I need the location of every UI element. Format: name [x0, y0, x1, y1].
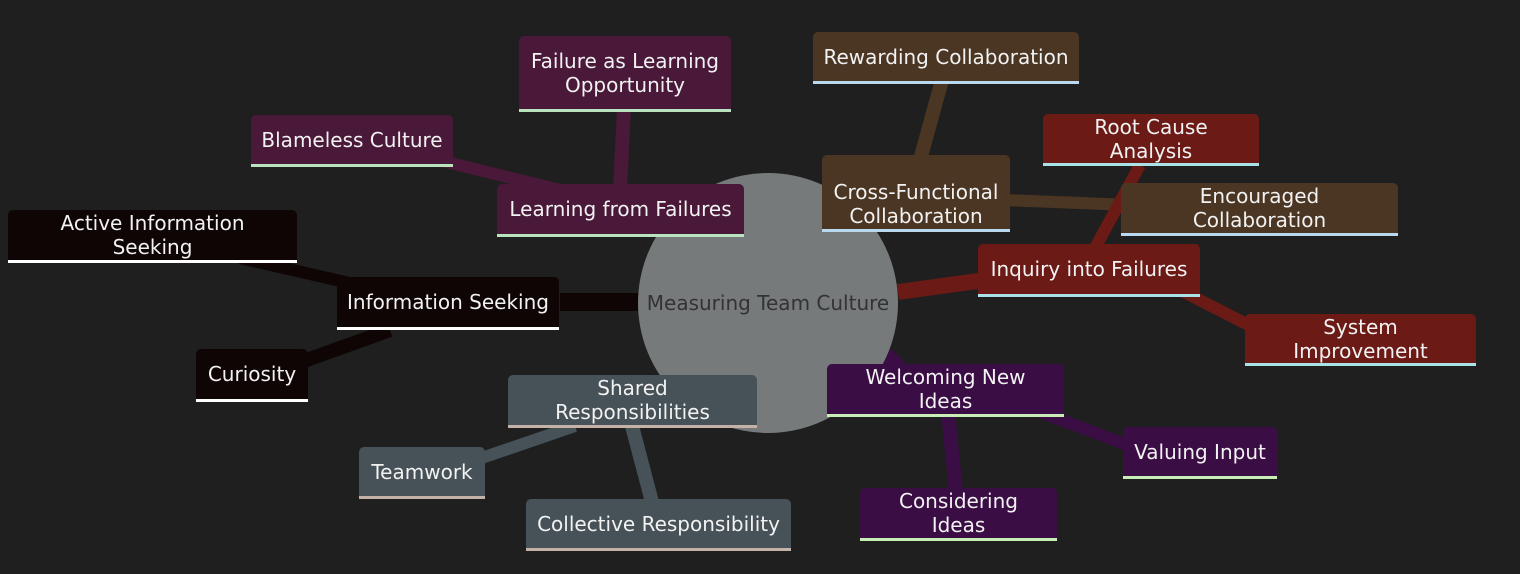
node-collective-responsibility[interactable]: Collective Responsibility [526, 499, 791, 551]
node-failure-as-learning-opportunity[interactable]: Failure as Learning Opportunity [519, 36, 731, 112]
node-label: Inquiry into Failures [990, 257, 1188, 281]
node-label: Shared Responsibilities [555, 376, 710, 424]
node-label: Curiosity [207, 362, 297, 386]
node-teamwork[interactable]: Teamwork [359, 447, 485, 499]
node-encouraged-collaboration[interactable]: Encouraged Collaboration [1121, 183, 1398, 236]
node-valuing-input[interactable]: Valuing Input [1123, 427, 1277, 479]
node-label: Valuing Input [1134, 439, 1266, 464]
edge-collab-encouraged [1004, 194, 1131, 211]
node-shared-responsibilities[interactable]: Shared Responsibilities [508, 375, 757, 428]
node-active-information-seeking[interactable]: Active Information Seeking [8, 210, 297, 263]
edge-collab-rewarding [913, 78, 949, 162]
node-learning-from-failures[interactable]: Learning from Failures [497, 184, 744, 237]
node-label: Collective Responsibility [537, 511, 780, 536]
node-label: Active Information Seeking [60, 211, 245, 259]
edge-root-inquiry [896, 272, 987, 300]
node-label: Failure as Learning Opportunity [530, 48, 720, 97]
node-rewarding-collaboration[interactable]: Rewarding Collaboration [813, 32, 1079, 84]
edge-ideas-considering [941, 411, 963, 493]
node-cross-functional-collaboration[interactable]: Cross-Functional Collaboration [822, 155, 1010, 232]
node-label: System Improvement [1293, 314, 1428, 363]
node-label: Encouraged Collaboration [1192, 184, 1327, 232]
node-inquiry-into-failures[interactable]: Inquiry into Failures [978, 244, 1200, 297]
node-label: Root Cause Analysis [1094, 114, 1208, 163]
root-label: Measuring Team Culture [646, 291, 890, 315]
edge-ideas-valuing [1037, 406, 1133, 452]
edge-shared-collective [625, 424, 659, 504]
node-label: Information Seeking [347, 290, 549, 314]
collab-label-text: Cross-Functional Collaboration [833, 180, 999, 228]
edge-inquiry-rootcause [1089, 162, 1146, 251]
node-curiosity[interactable]: Curiosity [196, 349, 308, 402]
node-label: Learning from Failures [509, 197, 732, 221]
node-information-seeking[interactable]: Information Seeking [337, 277, 559, 330]
edge-shared-teamwork [468, 420, 577, 468]
node-blameless-culture[interactable]: Blameless Culture [251, 115, 453, 167]
node-label: Blameless Culture [261, 127, 443, 152]
node-considering-ideas[interactable]: Considering Ideas [860, 488, 1057, 541]
node-label: Rewarding Collaboration [823, 44, 1069, 69]
node-label: Considering Ideas [898, 489, 1018, 537]
node-root-cause-analysis[interactable]: Root Cause Analysis [1043, 114, 1259, 166]
node-label: Teamwork [371, 459, 473, 484]
node-welcoming-new-ideas[interactable]: Welcoming New Ideas [827, 364, 1064, 417]
edge-learning-failure-opportunity [613, 107, 631, 191]
node-label: Cross-Functional Collaboration [832, 156, 1000, 228]
node-system-improvement[interactable]: System Improvement [1245, 314, 1476, 366]
node-label: Welcoming New Ideas [865, 365, 1026, 413]
